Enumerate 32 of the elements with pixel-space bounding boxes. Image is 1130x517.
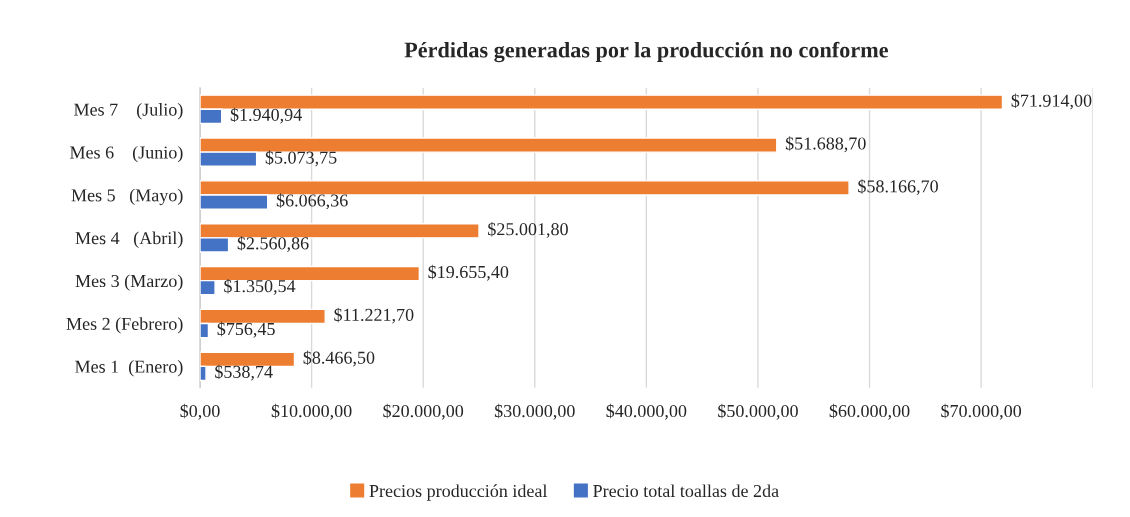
data-label: $71.914,00 — [1011, 93, 1092, 110]
data-label: $19.655,40 — [428, 264, 509, 281]
x-tick-label: $50.000,00 — [718, 403, 798, 420]
data-label: $25.001,80 — [488, 222, 568, 238]
x-tick-label: $70.000,00 — [941, 403, 1022, 420]
data-label: $51.688,70 — [785, 136, 866, 153]
data-label: $6.066,36 — [276, 193, 348, 210]
legend-label: Precio total toallas de 2da — [593, 484, 779, 498]
data-label: $756,45 — [217, 321, 275, 338]
chart-title: Pérdidas generadas por la producción no conforme — [404, 41, 888, 63]
data-label: $1.350,54 — [224, 278, 296, 295]
data-label: $5.073,75 — [265, 150, 337, 167]
y-tick-label: Mes 1 (Enero) — [75, 360, 183, 377]
data-label: $2.560,86 — [237, 236, 309, 253]
y-tick-label: Mes 3 (Marzo) — [75, 274, 183, 291]
x-tick-label: $20.000,00 — [383, 403, 464, 420]
x-tick-label: $30.000,00 — [494, 403, 575, 420]
y-tick-label: Mes 5 (Mayo) — [71, 188, 183, 206]
y-tick-label: Mes 4 (Abril) — [75, 231, 183, 248]
x-tick-label: $60.000,00 — [829, 403, 910, 420]
y-tick-label: Mes 7 (Julio) — [74, 103, 183, 120]
y-tick-label: Mes 2 (Febrero) — [66, 317, 183, 334]
data-label: $11.221,70 — [334, 307, 414, 324]
legend-label: Precios producción ideal — [369, 484, 548, 501]
x-tick-label: $0,00 — [180, 403, 220, 420]
x-tick-label: $10.000,00 — [271, 403, 352, 420]
data-label: $8.466,50 — [303, 350, 375, 367]
data-label: $538,74 — [215, 364, 273, 381]
data-label: $1.940,94 — [230, 107, 302, 124]
y-tick-label: Mes 6 (Junio) — [70, 145, 183, 163]
data-label: $58.166,70 — [858, 179, 938, 196]
x-tick-label: $40.000,00 — [606, 403, 687, 420]
